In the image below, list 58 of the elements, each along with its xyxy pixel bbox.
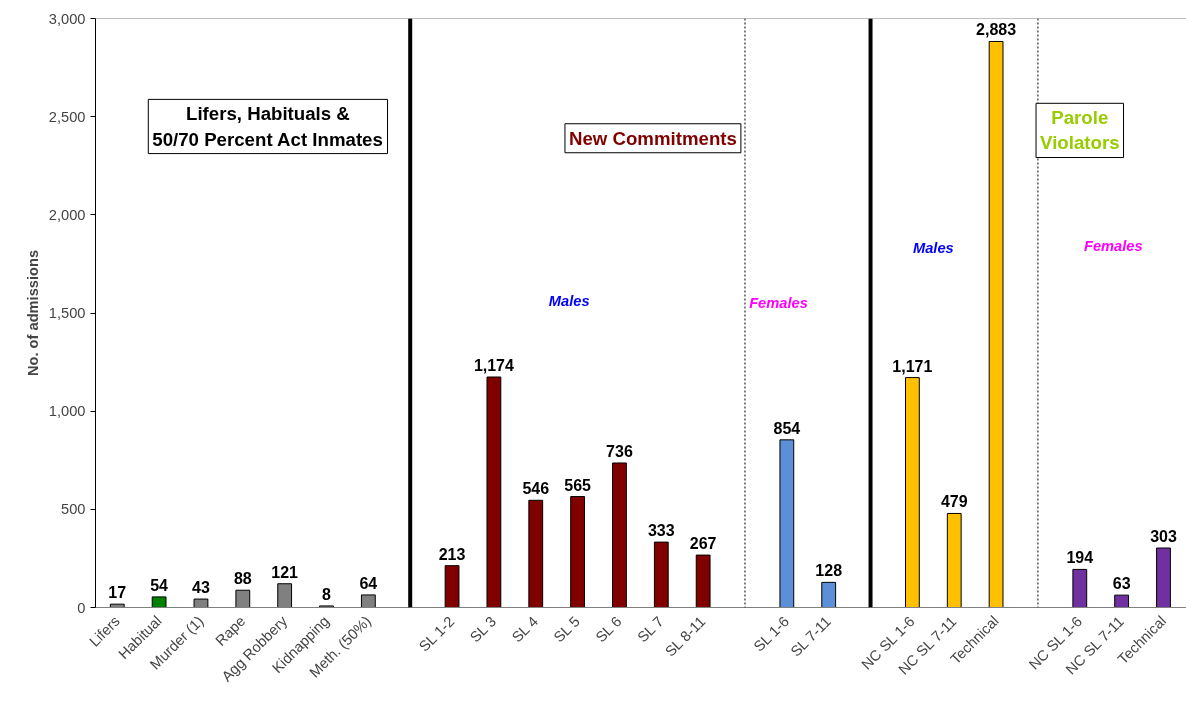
bar — [444, 565, 460, 608]
data-label: 479 — [940, 493, 968, 511]
data-label: 17 — [108, 584, 127, 602]
bar — [1156, 547, 1171, 608]
annotation: Females — [1083, 238, 1143, 255]
x-tick-label: SL 4 — [508, 613, 542, 646]
data-label: 8 — [322, 585, 332, 603]
data-label: 88 — [233, 570, 252, 588]
bar — [1114, 594, 1130, 608]
annotation: Lifers, Habituals & 50/70 Percent Act Inmates — [152, 103, 383, 150]
data-label: 736 — [606, 443, 633, 460]
annotation: Males — [912, 240, 954, 257]
x-tick-label: SL 5 — [550, 613, 583, 646]
data-label: 1,171 — [892, 357, 933, 375]
data-label: 43 — [192, 579, 210, 597]
bar — [653, 541, 669, 608]
data-label: 267 — [689, 535, 717, 553]
bar — [821, 581, 837, 608]
bar — [570, 496, 585, 608]
x-tick-label: SL 1-2 — [415, 613, 458, 655]
y-tick-label: 500 — [61, 501, 86, 518]
data-label: 303 — [1150, 528, 1177, 546]
bar — [988, 40, 1004, 608]
x-tick-label: SL 3 — [466, 613, 500, 646]
data-label: 63 — [1112, 575, 1131, 593]
y-tick-label: 1,500 — [48, 305, 86, 321]
bar — [1072, 568, 1088, 608]
data-label: 565 — [564, 476, 592, 494]
annotation: New Commitments — [568, 127, 737, 149]
bar — [779, 439, 795, 608]
data-label: 333 — [647, 522, 675, 540]
data-label: 64 — [359, 574, 378, 592]
data-label: 54 — [150, 576, 169, 594]
data-label: 128 — [815, 562, 843, 580]
y-tick-label: 2,500 — [48, 108, 86, 125]
data-label: 194 — [1066, 549, 1094, 567]
data-label: 121 — [271, 563, 299, 581]
bar — [612, 462, 627, 608]
bar — [528, 499, 544, 608]
y-tick-label: 3,000 — [48, 10, 86, 27]
bar — [904, 377, 920, 608]
bar — [151, 596, 167, 608]
data-label: 1,174 — [473, 357, 515, 374]
bar — [946, 512, 962, 608]
y-axis-title: No. of admissions — [24, 249, 41, 377]
data-label: 2,883 — [976, 21, 1017, 39]
data-label: 854 — [773, 419, 801, 437]
bar — [486, 376, 502, 608]
bar — [695, 554, 711, 608]
x-tick-label: SL 6 — [592, 613, 625, 646]
data-label: 213 — [438, 545, 466, 563]
data-label: 546 — [522, 480, 550, 498]
y-tick-label: 1,000 — [48, 403, 86, 420]
y-tick-label: 0 — [77, 599, 86, 616]
annotation: Females — [749, 295, 808, 312]
annotation: Parole Violators — [1040, 107, 1120, 154]
y-tick-label: 2,000 — [48, 206, 86, 223]
annotation: Males — [548, 293, 590, 310]
